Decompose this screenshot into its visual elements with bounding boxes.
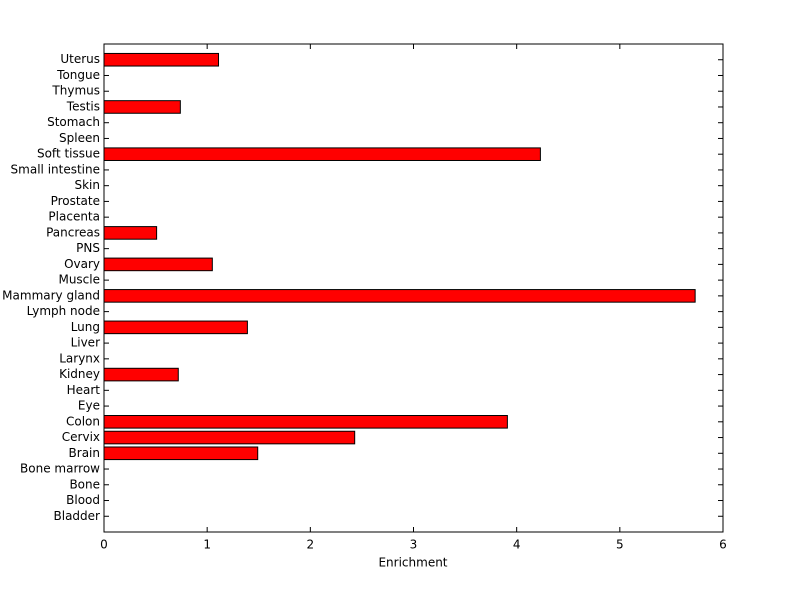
y-tick-label: Mammary gland [2,288,100,302]
x-tick-label: 0 [100,538,108,552]
x-tick-label: 4 [513,538,521,552]
x-tick-label: 2 [307,538,315,552]
y-tick-label: Cervix [62,430,100,444]
bar [103,100,181,114]
x-tick-label: 1 [203,538,211,552]
y-tick-label: Spleen [59,131,100,145]
bar [103,320,248,335]
y-tick-label: Tongue [56,68,100,82]
bar [103,226,158,240]
x-tick-label: 3 [410,538,418,552]
y-tick-label: Bone [69,477,100,491]
y-tick-label: Soft tissue [37,147,100,161]
y-tick-label: Blood [66,493,100,507]
y-tick-label: Larynx [59,351,100,365]
y-tick-label: Eye [78,399,100,413]
bar [103,367,179,382]
bar [103,430,356,445]
y-tick-label: Ovary [64,257,100,271]
y-tick-label: Muscle [58,273,100,287]
y-tick-label: Bladder [54,509,101,523]
y-tick-label: Uterus [60,52,100,66]
y-tick-label: Placenta [48,210,100,224]
y-tick-label: Colon [66,414,100,428]
y-tick-label: Testis [66,99,100,113]
y-tick-label: Lung [71,320,100,334]
y-tick-label: Stomach [47,115,100,129]
x-axis-label: Enrichment [378,556,447,570]
x-tick-label: 5 [616,538,624,552]
x-tick-label: 6 [719,538,727,552]
bar [103,147,541,161]
y-tick-label: Lymph node [27,304,100,318]
bar [103,446,259,461]
y-tick-label: Kidney [59,367,100,381]
y-tick-label: Prostate [51,194,100,208]
bar [103,415,508,429]
y-tick-label: Brain [69,446,100,460]
y-tick-label: Small intestine [11,162,100,176]
y-tick-label: Bone marrow [20,462,100,476]
y-tick-label: Pancreas [46,225,100,239]
bar [103,289,696,303]
bar [103,52,220,67]
y-tick-label: Thymus [51,84,100,98]
bar [103,257,213,272]
y-tick-label: Liver [71,336,101,350]
y-tick-label: Skin [74,178,100,192]
y-tick-label: PNS [76,241,100,255]
y-tick-label: Heart [67,383,101,397]
